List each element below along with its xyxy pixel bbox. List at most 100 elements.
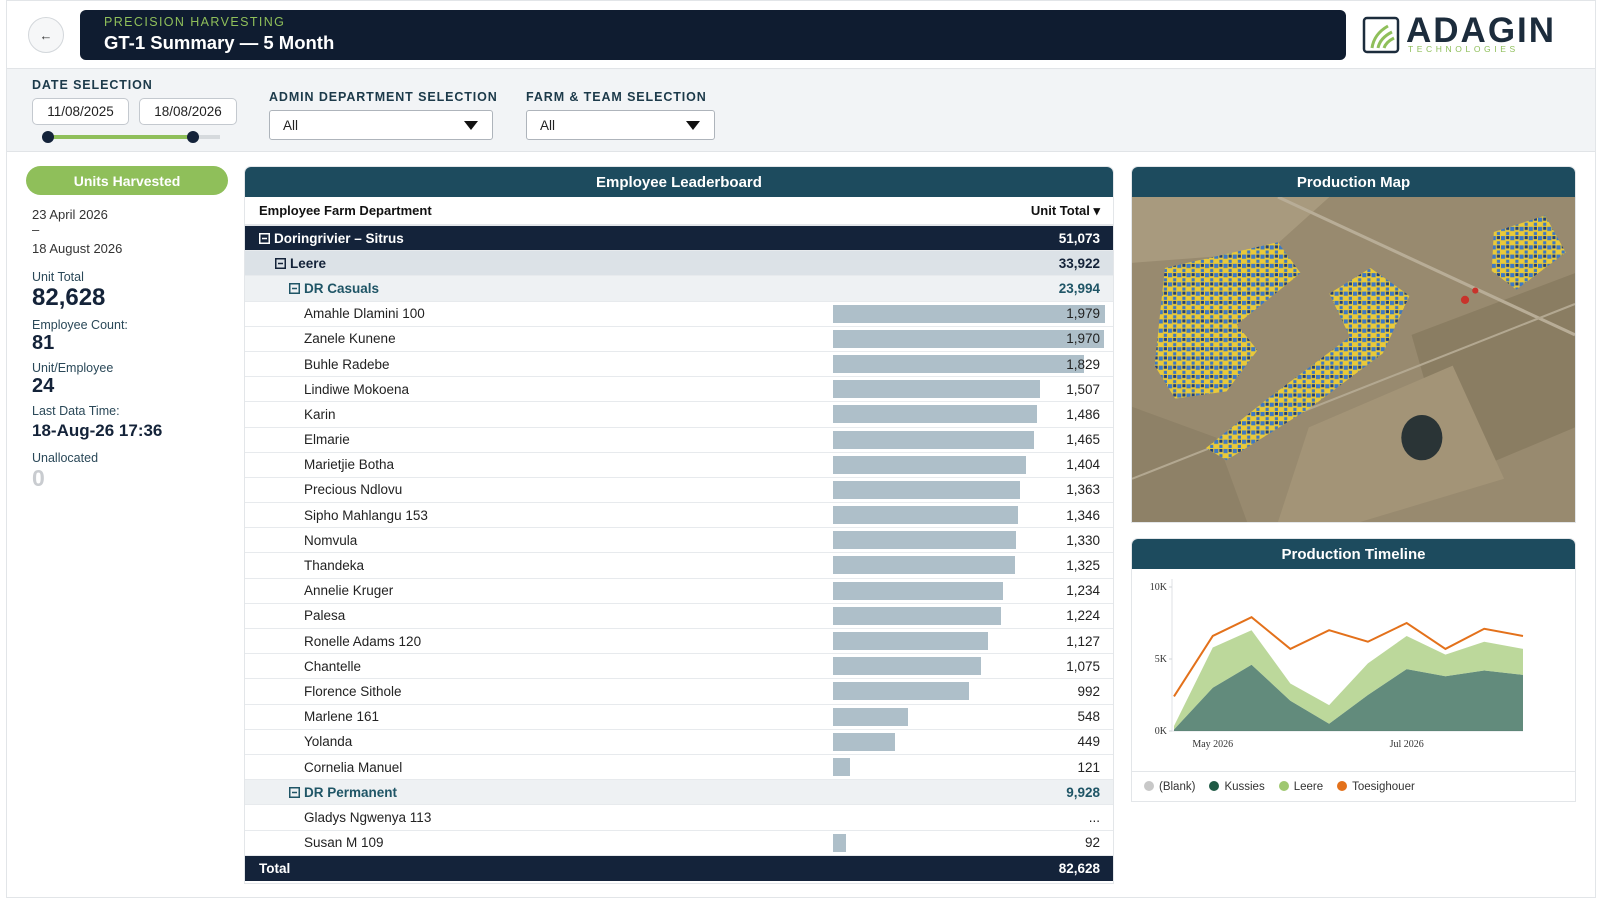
- stat-label: Employee Count:: [32, 318, 128, 332]
- employee-value: 992: [1077, 683, 1100, 699]
- header-title: GT-1 Summary — 5 Month: [104, 32, 335, 53]
- employee-name: Gladys Ngwenya 113: [304, 809, 432, 825]
- frame: [6, 0, 1596, 898]
- bar: [833, 707, 909, 726]
- table-row: Florence Sithole 992: [245, 679, 1113, 705]
- logo-tagline: TECHNOLOGIES: [1408, 44, 1519, 54]
- employee-value: 1,075: [1066, 658, 1100, 674]
- header-bar: [80, 10, 1346, 60]
- collapse-icon[interactable]: [289, 282, 300, 294]
- collapse-icon[interactable]: [259, 232, 270, 244]
- bar: [833, 480, 1021, 499]
- employee-name: Thandeka: [304, 558, 365, 574]
- table-row: Buhle Radebe 1,829: [245, 352, 1113, 378]
- bar: [833, 506, 1018, 525]
- row-label: Leere: [290, 255, 327, 271]
- bar: [833, 657, 981, 676]
- legend-item[interactable]: Kussies: [1209, 780, 1265, 793]
- employee-value: 1,404: [1066, 457, 1100, 473]
- row-name: Doringrivier – Sitrus: [245, 231, 404, 246]
- row-label: Doringrivier – Sitrus: [274, 230, 404, 246]
- bar: [833, 455, 1026, 474]
- y-tick-label: 10K: [1150, 582, 1168, 593]
- date-end[interactable]: 18/08/2026: [139, 98, 237, 125]
- timeline-panel: Production Timeline 0K 5K 10K May 2026 Jul 2…: [1132, 539, 1575, 801]
- bar: [833, 833, 846, 852]
- employee-name: Buhle Radebe: [304, 356, 390, 372]
- column-header: Employee Farm Department Unit Total ▾: [245, 197, 1113, 226]
- row-value: 33,922: [1058, 255, 1100, 271]
- row-value: 23,994: [1058, 280, 1100, 296]
- employee-value: 1,330: [1066, 532, 1100, 548]
- back-button[interactable]: ←: [28, 17, 64, 53]
- table-row: Annelie Kruger 1,234: [245, 579, 1113, 604]
- dropdown-value: All: [540, 118, 556, 133]
- legend-label: (Blank): [1159, 780, 1196, 793]
- employee-name: Amahle Dlamini 100: [304, 306, 425, 322]
- table-row: DR Permanent 9,928: [245, 780, 1113, 806]
- collapse-icon[interactable]: [275, 257, 286, 269]
- collapse-icon[interactable]: [289, 786, 300, 798]
- legend-label: Leere: [1293, 780, 1324, 793]
- stat-value: 18-Aug-26 17:36: [32, 421, 163, 440]
- employee-name: Chantelle: [304, 658, 362, 674]
- logo-text: ADAGIN: [1406, 11, 1557, 50]
- stat: Unit Total 82,628: [32, 270, 227, 312]
- employee-value: 92: [1084, 835, 1100, 851]
- table-row: Sipho Mahlangu 153 1,346: [245, 503, 1113, 529]
- employee-value: 1,363: [1066, 482, 1100, 498]
- row-label: DR Permanent: [304, 784, 398, 800]
- employee-value: 1,507: [1066, 381, 1100, 397]
- table-row: Elmarie 1,465: [245, 428, 1113, 453]
- legend-item[interactable]: Toesighouer: [1337, 780, 1415, 793]
- table-row: Thandeka 1,325: [245, 553, 1113, 579]
- legend-label: Toesighouer: [1352, 780, 1415, 793]
- employee-name: Elmarie: [304, 432, 350, 448]
- panel-title: Production Timeline: [1132, 539, 1575, 569]
- stat: Unit/Employee 24: [32, 361, 227, 398]
- employee-name: Annelie Kruger: [304, 583, 394, 599]
- bar: [833, 531, 1016, 550]
- dropdown[interactable]: All: [526, 110, 715, 140]
- stat-label: Unit/Employee: [32, 361, 114, 375]
- row-name: DR Casuals: [245, 281, 379, 296]
- date-start[interactable]: 11/08/2025: [32, 98, 129, 125]
- employee-value: 1,127: [1066, 633, 1100, 649]
- table-row: Karin 1,486: [245, 402, 1113, 428]
- leaderboard: Employee Leaderboard Employee Farm Depar…: [245, 167, 1113, 883]
- table-row: Cornelia Manuel 121: [245, 755, 1113, 781]
- icon-box: [275, 257, 286, 269]
- timeline-chart: 0K 5K 10K May 2026 Jul 2026: [1150, 579, 1524, 750]
- dropdown-value: All: [283, 118, 299, 133]
- employee-name: Karin: [304, 406, 336, 422]
- employee-name: Cornelia Manuel: [304, 759, 403, 775]
- column-label[interactable]: Unit Total ▾: [1030, 202, 1100, 218]
- bar: [833, 430, 1035, 449]
- employee-name: Zanele Kunene: [304, 331, 396, 347]
- table-row: Chantelle 1,075: [245, 654, 1113, 680]
- row-label: DR Casuals: [304, 280, 380, 296]
- map-image[interactable]: [1132, 195, 1575, 522]
- table-row: Yolanda 449: [245, 730, 1113, 755]
- employee-name: Marlene 161: [304, 709, 380, 725]
- legend-item[interactable]: (Blank): [1144, 780, 1196, 793]
- employee-value: 1,465: [1066, 432, 1100, 448]
- filter-label: ADMIN DEPARTMENT SELECTION: [269, 90, 498, 104]
- legend-item[interactable]: Leere: [1278, 780, 1324, 793]
- table-row: Palesa 1,224: [245, 604, 1113, 629]
- employee-name: Marietjie Botha: [304, 457, 395, 473]
- stat-label: Unallocated: [32, 451, 99, 465]
- row-name: DR Permanent: [245, 785, 397, 800]
- area: [1174, 664, 1523, 731]
- row-value: 51,073: [1058, 230, 1100, 246]
- legend: (Blank) Kussies Leere Toesighouer: [1132, 771, 1575, 801]
- dropdown[interactable]: All: [269, 110, 493, 140]
- row-value: 9,928: [1066, 784, 1100, 800]
- table-row: Amahle Dlamini 100 1,979: [245, 302, 1113, 327]
- summary-badge: Units Harvested: [26, 166, 228, 195]
- employee-name: Yolanda: [304, 734, 353, 750]
- date-slider[interactable]: [40, 130, 230, 146]
- employee-value: 1,234: [1066, 583, 1100, 599]
- bar: [833, 682, 970, 701]
- icon-box: [289, 282, 300, 294]
